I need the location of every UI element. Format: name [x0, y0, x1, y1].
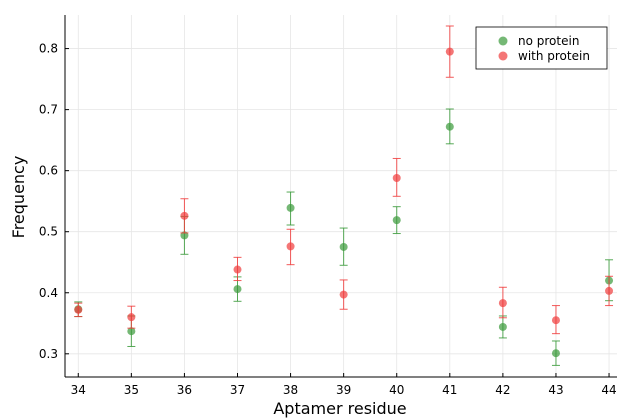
legend-marker-no-protein [498, 36, 508, 46]
x-tick-label: 43 [548, 383, 563, 397]
legend-label-no-protein: no protein [518, 34, 579, 48]
data-point-with-protein [551, 316, 560, 325]
axes [64, 15, 617, 378]
y-tick-labels: 0.3 0.4 0.5 0.6 0.7 0.8 [39, 42, 58, 361]
data-marks [74, 25, 614, 366]
x-tick-label: 37 [230, 383, 245, 397]
data-point-with-protein [605, 286, 614, 295]
x-tick-labels: 34 35 36 37 38 39 40 41 42 43 44 [71, 383, 617, 397]
data-point-no-protein [551, 349, 560, 358]
data-point-no-protein [127, 327, 136, 336]
data-point-with-protein [392, 173, 401, 182]
data-point-no-protein [339, 242, 348, 251]
y-tick-label: 0.3 [39, 347, 58, 361]
data-point-no-protein [233, 285, 242, 294]
x-tick-label: 40 [389, 383, 404, 397]
data-point-no-protein [286, 203, 295, 212]
x-tick-label: 41 [442, 383, 457, 397]
data-point-with-protein [339, 290, 348, 299]
x-axis-label: Aptamer residue [273, 399, 406, 418]
legend-marker-with-protein [498, 51, 508, 61]
x-tick-label: 44 [601, 383, 616, 397]
y-tick-label: 0.6 [39, 164, 58, 178]
y-tick-label: 0.5 [39, 225, 58, 239]
y-tick-label: 0.4 [39, 286, 58, 300]
y-axis-label: Frequency [9, 156, 28, 239]
x-tick-label: 42 [495, 383, 510, 397]
data-point-with-protein [498, 299, 507, 308]
x-tick-label: 35 [124, 383, 139, 397]
data-point-no-protein [392, 216, 401, 225]
data-point-with-protein [74, 305, 83, 314]
data-point-with-protein [180, 211, 189, 220]
legend-box [475, 26, 608, 70]
x-tick-label: 39 [336, 383, 351, 397]
legend-label-with-protein: with protein [518, 49, 590, 63]
data-point-with-protein [286, 242, 295, 251]
data-point-with-protein [127, 313, 136, 322]
y-tick-label: 0.8 [39, 42, 58, 56]
y-tick-label: 0.7 [39, 103, 58, 117]
x-tick-label: 34 [71, 383, 86, 397]
x-tick-label: 36 [177, 383, 192, 397]
x-tick-label: 38 [283, 383, 298, 397]
data-point-no-protein [445, 122, 454, 131]
data-point-with-protein [233, 265, 242, 274]
data-point-with-protein [445, 47, 454, 56]
data-point-no-protein [498, 322, 507, 331]
legend: no protein with protein [475, 26, 608, 70]
